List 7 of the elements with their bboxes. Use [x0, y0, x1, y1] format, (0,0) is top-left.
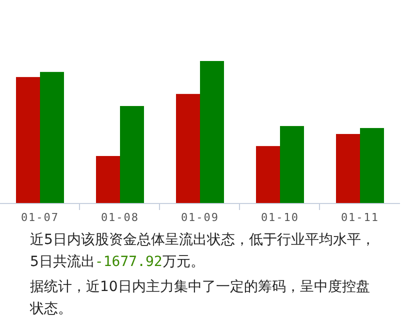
x-tick-label: 01-09	[180, 211, 220, 224]
x-tick-label: 01-10	[260, 211, 300, 224]
x-tick-label: 01-07	[20, 211, 60, 224]
annotation: 近5日内该股资金总体呈流出状态，低于行业平均水平，5日共流出-1677.92万元。	[30, 231, 375, 272]
x-tick-label: 01-08	[100, 211, 140, 224]
x-tick-label: 01-11	[340, 211, 380, 224]
annotation: 据统计，近10日内主力集中了一定的筹码，呈中度控盘状态。	[30, 278, 371, 319]
